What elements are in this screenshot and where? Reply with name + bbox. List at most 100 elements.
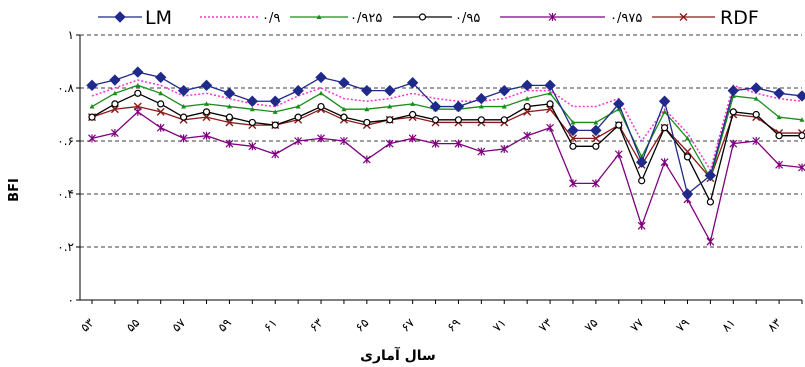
data-point bbox=[294, 137, 303, 145]
data-point bbox=[798, 163, 805, 172]
data-point bbox=[635, 156, 648, 168]
data-point bbox=[684, 135, 690, 141]
data-point bbox=[248, 142, 257, 151]
data-point bbox=[114, 11, 126, 23]
data-point bbox=[798, 132, 805, 140]
data-point bbox=[315, 71, 327, 84]
data-point bbox=[223, 87, 236, 100]
data-point bbox=[181, 104, 187, 109]
data-point bbox=[225, 118, 234, 127]
data-point bbox=[340, 113, 348, 121]
data-point bbox=[89, 104, 95, 109]
data-point bbox=[569, 142, 577, 150]
data-point bbox=[523, 131, 532, 140]
data-point bbox=[637, 221, 646, 230]
data-point bbox=[180, 113, 188, 121]
data-point bbox=[225, 139, 234, 148]
data-point bbox=[111, 100, 119, 108]
data-point bbox=[385, 139, 394, 148]
data-point bbox=[658, 95, 671, 107]
y-axis-label: BFI bbox=[7, 178, 22, 202]
data-point bbox=[248, 118, 256, 127]
data-point bbox=[225, 113, 234, 121]
data-point bbox=[177, 84, 190, 97]
data-point bbox=[704, 169, 717, 182]
legend-label: LM bbox=[145, 7, 172, 29]
series-3 bbox=[88, 89, 805, 206]
grid-lines bbox=[80, 34, 802, 248]
data-point bbox=[475, 92, 488, 105]
series-line bbox=[91, 71, 803, 196]
data-point bbox=[500, 144, 509, 153]
data-point bbox=[340, 137, 348, 145]
data-point bbox=[591, 179, 600, 188]
data-point bbox=[660, 124, 669, 132]
series-line bbox=[91, 84, 803, 180]
data-point bbox=[202, 108, 211, 116]
x-tick-label: ۶۳ bbox=[307, 315, 326, 334]
data-point bbox=[292, 84, 304, 97]
data-point bbox=[362, 155, 371, 164]
data-point bbox=[523, 102, 531, 111]
legend-label: ۰/۹۷۵ bbox=[610, 11, 642, 26]
data-point bbox=[271, 121, 279, 129]
data-point bbox=[706, 198, 714, 206]
data-point bbox=[501, 104, 507, 109]
series-1 bbox=[91, 79, 803, 173]
data-point bbox=[776, 114, 782, 120]
data-point bbox=[406, 76, 419, 89]
data-point bbox=[316, 14, 322, 19]
y-tick-label: ۰ bbox=[68, 293, 74, 307]
data-point bbox=[729, 139, 738, 148]
data-point bbox=[775, 160, 784, 169]
data-point bbox=[429, 100, 442, 113]
legend-entry: LM bbox=[98, 7, 172, 29]
data-point bbox=[498, 84, 510, 97]
data-point bbox=[679, 13, 688, 21]
data-point bbox=[521, 79, 533, 92]
data-point bbox=[294, 113, 302, 121]
data-point bbox=[524, 96, 530, 101]
data-point bbox=[547, 90, 553, 96]
y-tick-label: ۰.۶ bbox=[57, 134, 74, 148]
data-point bbox=[272, 109, 278, 114]
data-point bbox=[544, 79, 556, 92]
data-point bbox=[567, 124, 579, 137]
data-point bbox=[500, 116, 508, 124]
series-0 bbox=[86, 66, 805, 200]
legend-background bbox=[80, 4, 780, 28]
data-point bbox=[317, 134, 325, 143]
data-point bbox=[454, 116, 463, 124]
x-tick-label: ۷۹ bbox=[673, 316, 692, 335]
legend-label: ۰/۹ bbox=[262, 11, 280, 26]
x-tick-label: ۵۵ bbox=[123, 316, 142, 335]
data-point bbox=[614, 150, 623, 159]
series-line bbox=[91, 105, 802, 180]
data-point bbox=[546, 123, 554, 132]
series-layer bbox=[86, 66, 805, 246]
data-point bbox=[796, 90, 805, 102]
x-axis-ticks: ۵۳ ۵۵ ۵۷ ۵۹ ۶۱ ۶۳ ۶۵ ۶۷ ۶۹ ۷۱ ۷۳ ۷۵ ۷۷ ۷۹ ۸۱ ۸۳ bbox=[78, 300, 803, 335]
x-axis-label: سال آماری bbox=[360, 346, 436, 364]
data-point bbox=[615, 121, 623, 129]
data-point bbox=[452, 100, 465, 113]
y-tick-label: ۰.۲ bbox=[57, 240, 74, 254]
y-axis-ticks: ۰ ۰.۲ ۰.۴ ۰.۶ ۰.۸ ۱ bbox=[57, 28, 802, 307]
data-point bbox=[204, 101, 210, 106]
data-point bbox=[477, 116, 485, 124]
x-tick-label: ۷۳ bbox=[536, 315, 555, 334]
y-tick-label: ۰.۴ bbox=[57, 187, 74, 201]
x-tick-label: ۵۳ bbox=[78, 315, 97, 334]
legend-entry: ۰/۹ bbox=[200, 11, 280, 26]
legend-entry: ۰/۹۷۵ bbox=[500, 11, 642, 26]
data-point bbox=[86, 79, 98, 92]
series-line bbox=[91, 111, 803, 244]
data-point bbox=[384, 84, 396, 97]
data-point bbox=[109, 74, 121, 86]
data-point bbox=[410, 101, 416, 106]
data-point bbox=[548, 13, 557, 21]
data-point bbox=[202, 113, 211, 122]
data-point bbox=[478, 104, 484, 109]
data-point bbox=[364, 106, 370, 112]
